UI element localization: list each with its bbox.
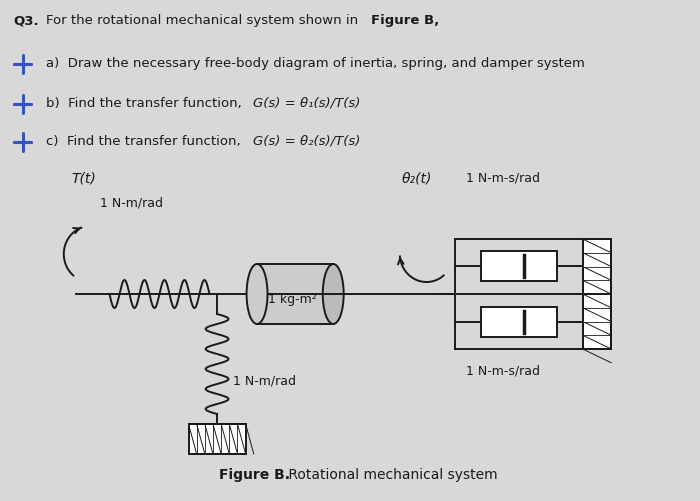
Text: Figure B,: Figure B, [371, 14, 440, 27]
Text: 1 N-m/rad: 1 N-m/rad [233, 374, 296, 387]
Text: 1 N-m-s/rad: 1 N-m-s/rad [466, 364, 540, 377]
Bar [188, 424, 246, 454]
Text: Figure B.: Figure B. [219, 467, 290, 481]
Text: 1 N-m/rad: 1 N-m/rad [100, 196, 163, 209]
Ellipse shape [246, 265, 267, 324]
Text: T(t): T(t) [71, 172, 96, 186]
Text: 1 kg-m²: 1 kg-m² [269, 293, 317, 306]
Text: G(s) = θ₁(s)/T(s): G(s) = θ₁(s)/T(s) [253, 97, 360, 110]
Text: Rotational mechanical system: Rotational mechanical system [284, 467, 497, 481]
Bar [481, 308, 557, 337]
Bar [257, 265, 333, 324]
Text: θ₂(t): θ₂(t) [402, 172, 432, 186]
Ellipse shape [323, 265, 344, 324]
Text: 1 N-m-s/rad: 1 N-m-s/rad [466, 172, 540, 185]
Bar [582, 239, 611, 349]
Bar [481, 252, 557, 282]
Text: a)  Draw the necessary free-body diagram of inertia, spring, and damper system: a) Draw the necessary free-body diagram … [46, 57, 584, 70]
Text: G(s) = θ₂(s)/T(s): G(s) = θ₂(s)/T(s) [253, 135, 360, 148]
Text: b)  Find the transfer function,: b) Find the transfer function, [46, 97, 246, 110]
Text: For the rotational mechanical system shown in: For the rotational mechanical system sho… [46, 14, 362, 27]
Text: c)  Find the transfer function,: c) Find the transfer function, [46, 135, 244, 148]
Text: Q3.: Q3. [13, 14, 39, 27]
